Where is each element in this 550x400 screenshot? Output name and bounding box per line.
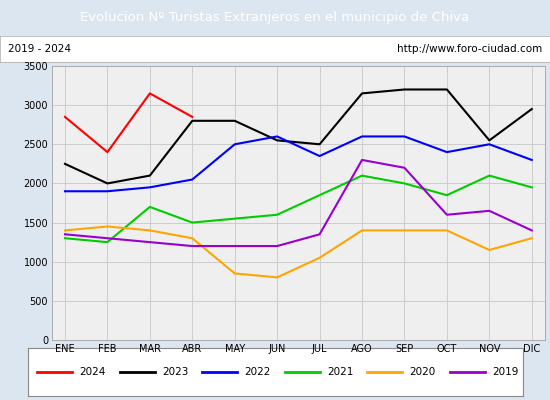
Text: 2021: 2021	[327, 367, 353, 377]
Text: 2019 - 2024: 2019 - 2024	[8, 44, 72, 54]
Text: 2023: 2023	[162, 367, 188, 377]
Text: 2019: 2019	[492, 367, 518, 377]
Text: Evolucion Nº Turistas Extranjeros en el municipio de Chiva: Evolucion Nº Turistas Extranjeros en el …	[80, 12, 470, 24]
Text: 2020: 2020	[409, 367, 436, 377]
Text: http://www.foro-ciudad.com: http://www.foro-ciudad.com	[397, 44, 542, 54]
Text: 2022: 2022	[245, 367, 271, 377]
Text: 2024: 2024	[79, 367, 106, 377]
